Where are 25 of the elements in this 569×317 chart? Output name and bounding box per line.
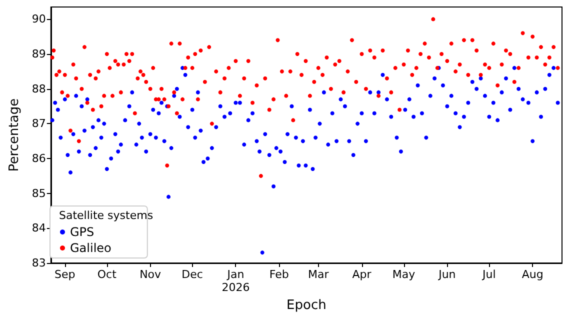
- y-tick-label: 86: [32, 152, 46, 166]
- x-tick-label: Nov: [140, 268, 162, 281]
- y-tick-label: 87: [32, 117, 46, 130]
- x-tick-label: Oct: [97, 268, 118, 281]
- legend-title: Satellite systems: [59, 209, 154, 222]
- y-tick-label: 90: [32, 12, 46, 26]
- y-tick-label: 89: [32, 48, 46, 61]
- x-tick-label: Jun: [438, 268, 456, 281]
- y-tick-label: 88: [32, 82, 46, 96]
- x-tick-label: Feb: [269, 268, 289, 281]
- x-tick-label: Jan 2026: [222, 268, 250, 294]
- legend-label: Galileo: [70, 241, 112, 255]
- x-tick-label: Mar: [308, 268, 330, 281]
- x-tick-label: Jul: [482, 268, 496, 281]
- x-tick-label: Dec: [182, 268, 203, 281]
- y-tick-label: 84: [32, 222, 46, 235]
- y-tick-label: 85: [32, 186, 46, 200]
- x-tick-label: May: [392, 268, 416, 281]
- y-tick-label: 83: [32, 256, 46, 270]
- x-tick-label: Sep: [54, 268, 76, 281]
- legend-label: GPS: [70, 225, 94, 239]
- x-tick-label: Aug: [522, 268, 544, 281]
- x-axis-title: Epoch: [286, 298, 326, 313]
- x-tick-label: Apr: [352, 268, 372, 281]
- y-axis-title: Percentage: [7, 98, 22, 172]
